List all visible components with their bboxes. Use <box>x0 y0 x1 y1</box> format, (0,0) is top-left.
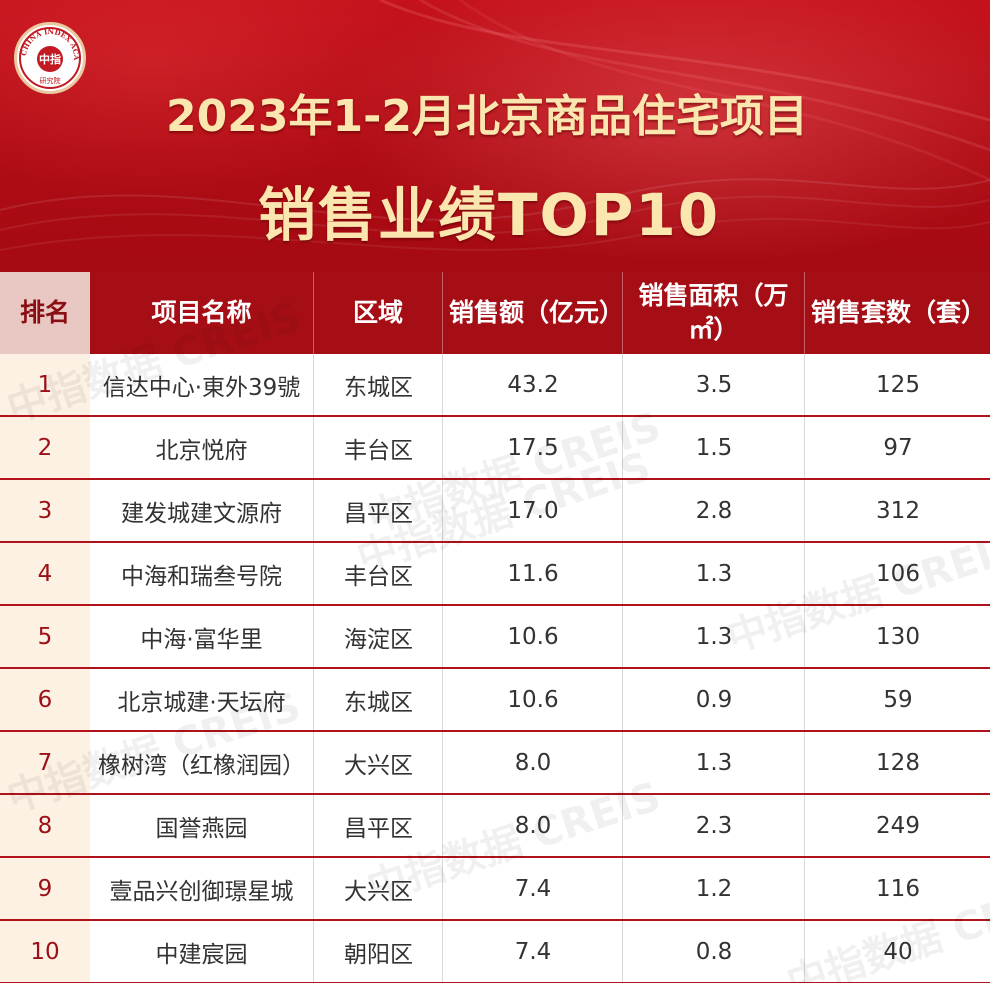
cell-sales-units: 116 <box>804 858 990 919</box>
table-row: 5 中海·富华里 海淀区 10.6 1.3 130 <box>0 606 990 669</box>
cell-sales-area: 2.3 <box>622 795 805 856</box>
title-banner: CHINA INDEX ACADEMY 中指 研究院 2023年1-2月北京商品… <box>0 0 990 272</box>
cell-rank: 9 <box>0 858 90 919</box>
cell-sales-area: 1.5 <box>622 417 805 478</box>
table-row: 4 中海和瑞叁号院 丰台区 11.6 1.3 106 <box>0 543 990 606</box>
cell-rank: 2 <box>0 417 90 478</box>
cell-rank: 10 <box>0 921 90 982</box>
table-row: 6 北京城建·天坛府 东城区 10.6 0.9 59 <box>0 669 990 732</box>
wave-decoration <box>0 0 990 251</box>
table-row: 8 国誉燕园 昌平区 8.0 2.3 249 <box>0 795 990 858</box>
cell-project-name: 北京城建·天坛府 <box>117 689 286 716</box>
cell-district: 大兴区 <box>313 732 443 793</box>
cell-rank: 6 <box>0 669 90 730</box>
cell-sales-units: 125 <box>804 354 990 415</box>
ranking-table: 排名 项目名称 区域 销售额（亿元） 销售面积（万㎡） 销售套数（套） 1 信达中… <box>0 272 990 983</box>
cell-sales-area: 1.2 <box>622 858 805 919</box>
cell-sales-units: 59 <box>804 669 990 730</box>
cell-sales-amount: 10.6 <box>442 669 623 730</box>
cell-sales-area: 1.3 <box>622 606 805 667</box>
table-row: 9 壹品兴创御璟星城 大兴区 7.4 1.2 116 <box>0 858 990 921</box>
cell-project-name: 中海·富华里 <box>140 626 263 653</box>
cell-district: 大兴区 <box>313 858 443 919</box>
cell-district: 海淀区 <box>313 606 443 667</box>
cell-project-name: 北京悦府 <box>155 437 248 464</box>
cell-district: 昌平区 <box>313 480 443 541</box>
cell-district: 昌平区 <box>313 795 443 856</box>
china-index-academy-logo: CHINA INDEX ACADEMY 中指 研究院 <box>14 22 86 94</box>
cell-project-name: 中海和瑞叁号院 <box>121 563 282 590</box>
cell-rank: 5 <box>0 606 90 667</box>
table-row: 3 建发城建文源府 昌平区 17.0 2.8 312 <box>0 480 990 543</box>
header-rank: 排名 <box>0 272 90 354</box>
table-row: 7 橡树湾（红橡润园） 大兴区 8.0 1.3 128 <box>0 732 990 795</box>
cell-sales-units: 128 <box>804 732 990 793</box>
cell-sales-units: 249 <box>804 795 990 856</box>
cell-district: 朝阳区 <box>313 921 443 982</box>
cell-district: 东城区 <box>313 354 443 415</box>
cell-rank: 7 <box>0 732 90 793</box>
title-line-1: 2023年1-2月北京商品住宅项目 <box>166 91 808 142</box>
cell-rank: 4 <box>0 543 90 604</box>
table-body: 1 信达中心·東外39號 东城区 43.2 3.5 125 2 北京悦府 丰台区 17.5 1.5 9… <box>0 354 990 983</box>
cell-rank: 1 <box>0 354 90 415</box>
cell-sales-area: 0.9 <box>622 669 805 730</box>
cell-sales-area: 3.5 <box>622 354 805 415</box>
cell-district: 东城区 <box>313 669 443 730</box>
cell-sales-amount: 8.0 <box>442 795 623 856</box>
cell-sales-amount: 10.6 <box>442 606 623 667</box>
cell-project-name: 国誉燕园 <box>155 815 248 842</box>
cell-sales-amount: 43.2 <box>442 354 623 415</box>
cell-sales-units: 97 <box>804 417 990 478</box>
cell-district: 丰台区 <box>313 543 443 604</box>
cell-sales-amount: 11.6 <box>442 543 623 604</box>
cell-sales-amount: 8.0 <box>442 732 623 793</box>
table-header: 排名 项目名称 区域 销售额（亿元） 销售面积（万㎡） 销售套数（套） <box>0 272 990 354</box>
table-row: 2 北京悦府 丰台区 17.5 1.5 97 <box>0 417 990 480</box>
cell-sales-area: 2.8 <box>622 480 805 541</box>
table-row: 1 信达中心·東外39號 东城区 43.2 3.5 125 <box>0 354 990 417</box>
cell-rank: 8 <box>0 795 90 856</box>
cell-sales-area: 1.3 <box>622 543 805 604</box>
svg-text:中指: 中指 <box>39 52 61 66</box>
cell-sales-amount: 7.4 <box>442 921 623 982</box>
cell-sales-amount: 17.5 <box>442 417 623 478</box>
cell-sales-units: 130 <box>804 606 990 667</box>
cell-district: 丰台区 <box>313 417 443 478</box>
cell-sales-amount: 7.4 <box>442 858 623 919</box>
table-row: 10 中建宸园 朝阳区 7.4 0.8 40 <box>0 921 990 983</box>
header-sales-area: 销售面积（万㎡） <box>622 272 804 354</box>
cell-sales-units: 40 <box>804 921 990 982</box>
cell-project-name: 信达中心·東外39號 <box>102 374 301 401</box>
cell-sales-units: 312 <box>804 480 990 541</box>
cell-project-name: 壹品兴创御璟星城 <box>109 878 294 905</box>
cell-sales-amount: 17.0 <box>442 480 623 541</box>
header-district: 区域 <box>313 272 442 354</box>
cell-sales-units: 106 <box>804 543 990 604</box>
header-sales-units: 销售套数（套） <box>804 272 990 354</box>
header-sales-amount: 销售额（亿元） <box>442 272 624 354</box>
svg-text:研究院: 研究院 <box>40 76 61 85</box>
cell-project-name: 建发城建文源府 <box>121 500 282 527</box>
header-project-name: 项目名称 <box>151 298 252 327</box>
cell-rank: 3 <box>0 480 90 541</box>
cell-project-name: 橡树湾（红橡润园） <box>98 752 305 779</box>
cell-sales-area: 1.3 <box>622 732 805 793</box>
title-line-2: 销售业绩TOP10 <box>257 181 721 249</box>
cell-project-name: 中建宸园 <box>155 941 248 968</box>
cell-sales-area: 0.8 <box>622 921 805 982</box>
